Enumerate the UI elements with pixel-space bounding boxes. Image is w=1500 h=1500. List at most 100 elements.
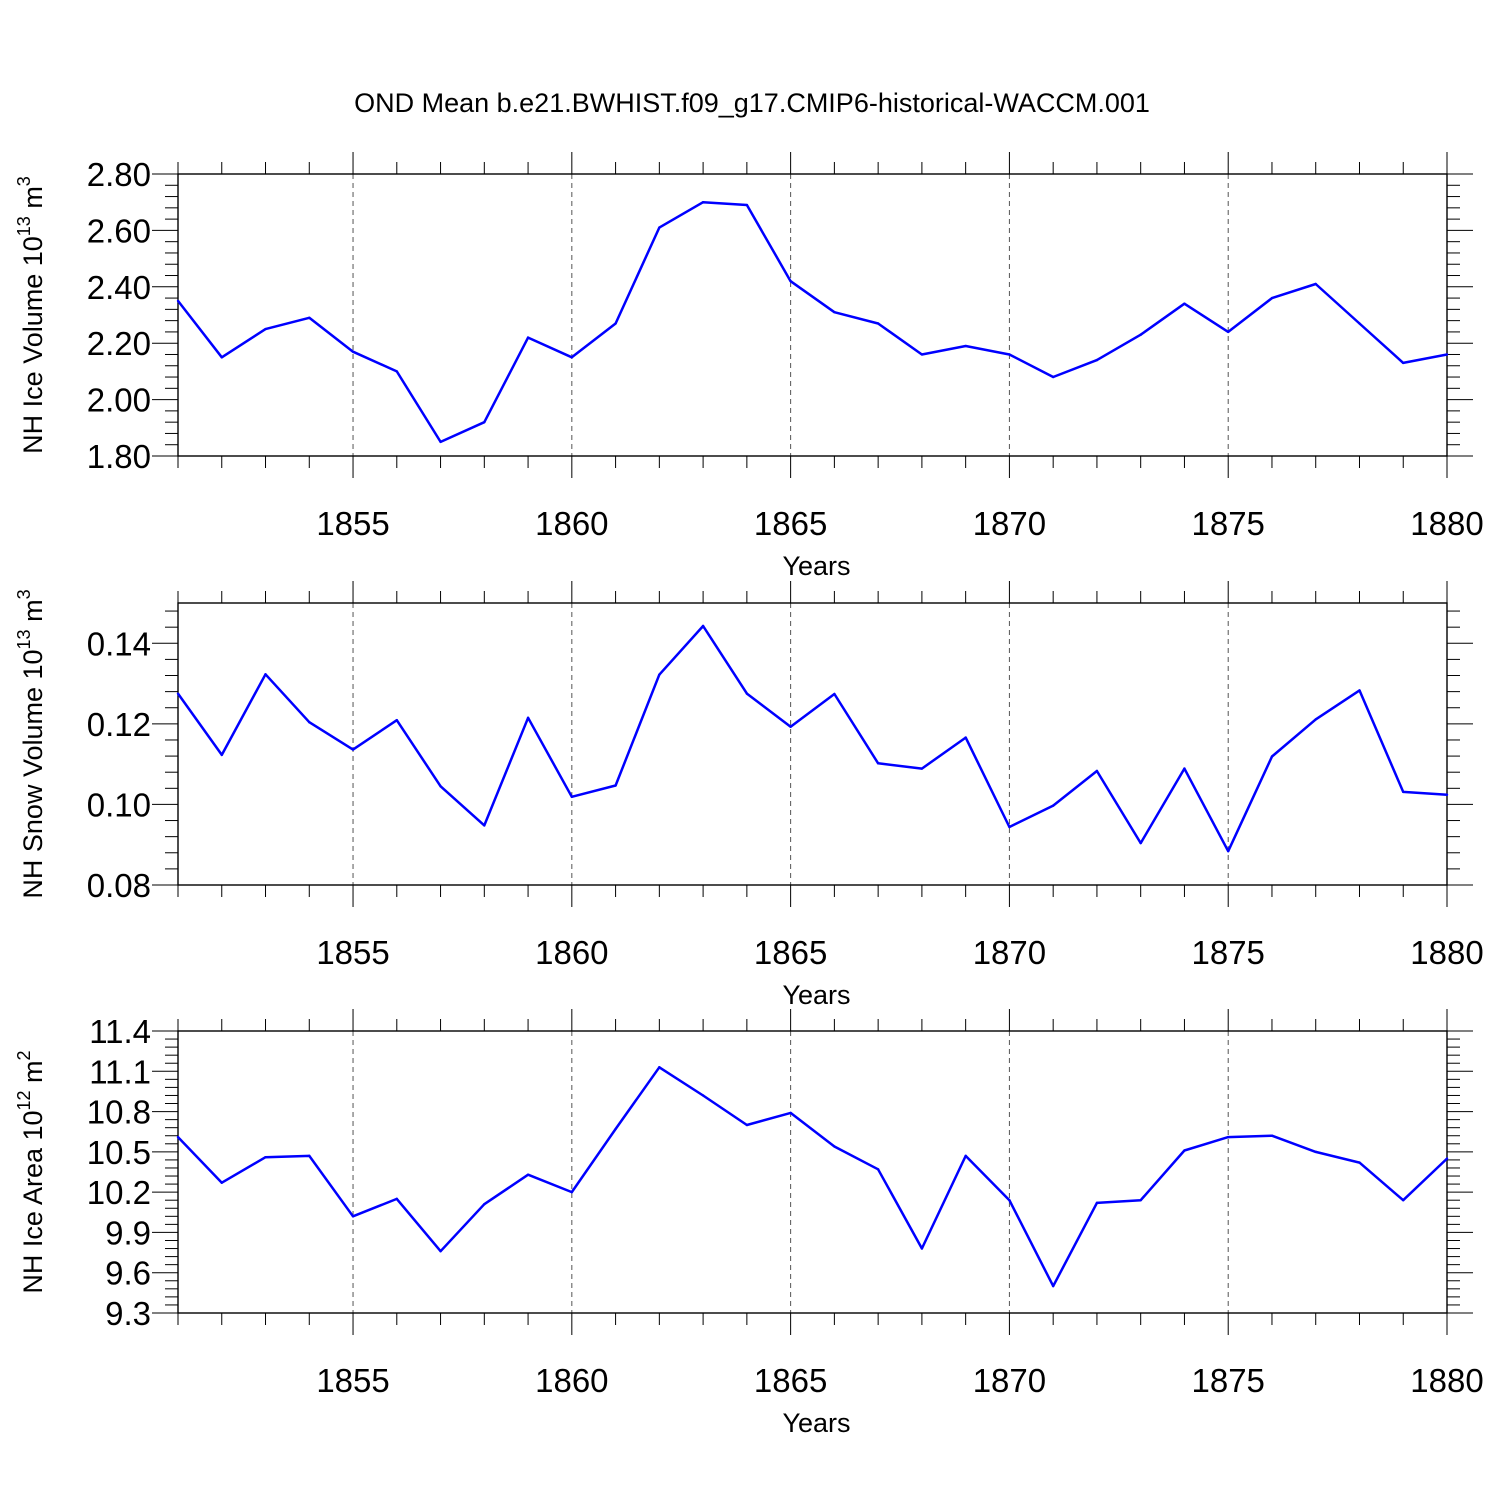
data-point <box>264 1156 267 1159</box>
data-point <box>920 1247 924 1250</box>
data-point <box>526 1173 530 1176</box>
data-point <box>745 692 749 695</box>
data-point <box>1139 1199 1142 1202</box>
series-line <box>177 1066 1448 1288</box>
data-point <box>220 356 223 359</box>
y-axis-title-exponent: 13 <box>14 216 34 236</box>
x-tick-label: 1870 <box>973 505 1046 542</box>
data-point <box>395 370 398 373</box>
y-tick-label: 9.9 <box>105 1214 151 1251</box>
data-point <box>833 692 836 696</box>
data-point <box>220 753 223 757</box>
panel-2: 0.08 0.10 0.12 0.14 1855 1860 1865 1870 1875 1880… <box>14 581 1484 1010</box>
x-tick-label: 1875 <box>1191 1362 1264 1399</box>
data-point <box>1008 353 1011 356</box>
x-tick-label: 1875 <box>1191 505 1264 542</box>
data-point <box>1358 1161 1361 1164</box>
y-axis-title: NH Ice Volume 1013 m3 <box>14 176 48 454</box>
y-tick-label: 2.60 <box>87 212 151 249</box>
y-axis-title-unit: m <box>18 1060 48 1090</box>
data-point <box>351 1215 355 1218</box>
data-point <box>439 1250 442 1253</box>
x-tick-label: 1855 <box>316 505 389 542</box>
x-tick-label: 1865 <box>754 1362 827 1399</box>
data-point <box>658 673 661 676</box>
data-point <box>1008 825 1011 829</box>
data-point <box>1270 296 1274 300</box>
x-tick-label: 1865 <box>754 934 827 971</box>
x-tick-label: 1875 <box>1191 934 1264 971</box>
data-point <box>658 226 661 229</box>
x-tick-label: 1870 <box>973 1362 1046 1399</box>
data-point <box>1314 282 1317 286</box>
data-point <box>964 1154 967 1158</box>
x-tick-label: 1860 <box>535 1362 608 1399</box>
data-point <box>483 1203 486 1206</box>
y-axis-title-unit: m <box>18 186 48 216</box>
y-axis-title: NH Snow Volume 1013 m3 <box>14 589 48 898</box>
data-point <box>1270 755 1274 758</box>
data-point <box>1095 769 1099 773</box>
data-point <box>614 1127 617 1131</box>
x-tick-label: 1855 <box>316 934 389 971</box>
y-axis-title-unit: m <box>18 599 48 629</box>
data-point <box>614 322 617 325</box>
data-point <box>876 322 880 325</box>
data-point <box>789 279 792 283</box>
data-point <box>1227 330 1230 334</box>
data-point <box>1314 1150 1317 1154</box>
data-point <box>920 767 924 770</box>
y-tick-label: 2.40 <box>87 269 151 306</box>
data-point <box>1095 358 1099 362</box>
data-point <box>570 1190 574 1194</box>
data-point <box>351 350 355 353</box>
data-point <box>1139 333 1142 336</box>
x-tick-label: 1865 <box>754 505 827 542</box>
x-tick-label: 1860 <box>535 505 608 542</box>
x-tick-label: 1880 <box>1410 1362 1483 1399</box>
data-point <box>1402 1199 1405 1202</box>
data-point <box>308 721 311 724</box>
y-axis-title-unit-exponent: 3 <box>14 176 34 186</box>
x-axis-title: Years <box>782 980 850 1010</box>
y-axis-title-main: NH Ice Volume 10 <box>18 236 48 454</box>
data-point <box>351 748 355 751</box>
data-point <box>1227 849 1230 853</box>
data-point <box>1358 689 1361 692</box>
chart-title: OND Mean b.e21.BWHIST.f09_g17.CMIP6-hist… <box>354 88 1150 118</box>
data-point <box>483 420 486 424</box>
y-axis-title-main: NH Snow Volume 10 <box>18 649 48 898</box>
data-point <box>264 327 267 331</box>
x-tick-label: 1880 <box>1410 505 1483 542</box>
data-point <box>1183 302 1186 305</box>
y-tick-label: 2.80 <box>87 156 151 193</box>
y-tick-label: 10.8 <box>87 1094 151 1131</box>
data-point <box>745 203 749 207</box>
data-point <box>570 356 574 359</box>
y-tick-label: 10.2 <box>87 1174 151 1211</box>
y-tick-label: 11.4 <box>89 1013 151 1050</box>
plot-frame <box>177 173 1448 457</box>
data-point <box>176 1135 180 1139</box>
y-axis-title-main: NH Ice Area 10 <box>18 1110 48 1293</box>
y-tick-label: 9.3 <box>105 1295 151 1332</box>
y-axis-title-exponent: 12 <box>14 1090 34 1110</box>
data-point <box>526 716 530 720</box>
data-point <box>701 624 705 628</box>
data-point <box>789 1111 792 1115</box>
data-point <box>176 299 180 303</box>
x-axis-title: Years <box>782 1408 850 1438</box>
data-point <box>1314 718 1317 721</box>
panel-3: 9.39.6 9.910.210.510.8 11.111.4 1855 1860 186… <box>14 1009 1484 1438</box>
y-tick-label: 1.80 <box>87 438 151 475</box>
data-point <box>701 201 705 204</box>
x-tick-label: 1860 <box>535 934 608 971</box>
x-axis-title: Years <box>782 551 850 581</box>
y-axis-title-unit-exponent: 2 <box>14 1050 34 1060</box>
data-point <box>876 762 880 765</box>
y-axis-title-unit-exponent: 3 <box>14 589 34 599</box>
data-point <box>833 1145 836 1148</box>
x-tick-label: 1855 <box>316 1362 389 1399</box>
